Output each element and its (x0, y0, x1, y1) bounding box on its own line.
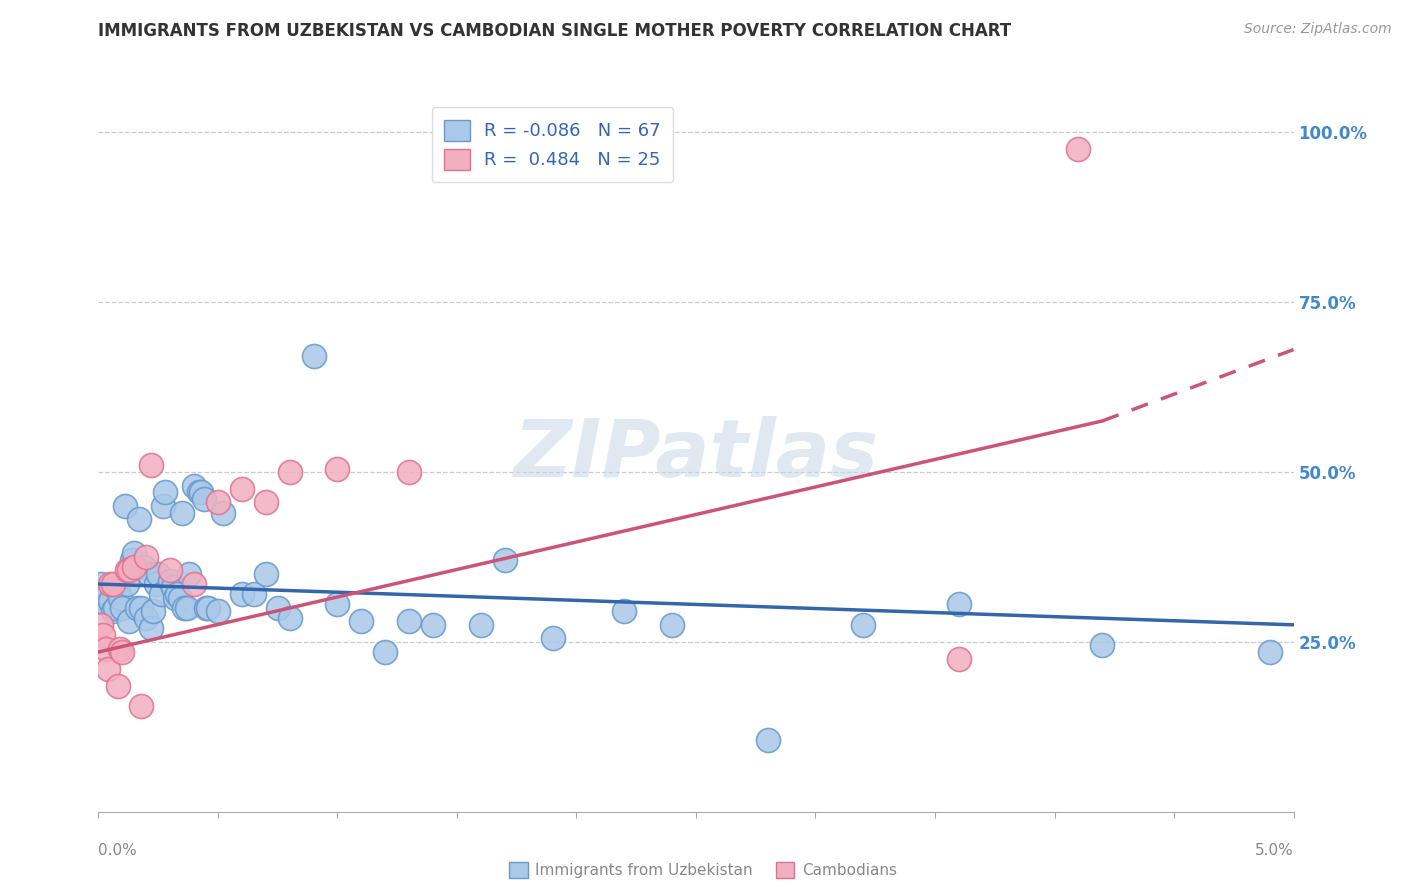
Point (1067, 142, 1090, 156)
Point (132, 560, 155, 574)
Point (100, 594, 122, 608)
Point (121, 553, 143, 567)
Point (135, 549, 157, 564)
Point (422, 617, 444, 632)
Point (169, 591, 191, 605)
Point (131, 699, 153, 714)
Point (494, 553, 516, 567)
Point (124, 560, 146, 574)
Point (231, 482, 253, 496)
Point (326, 598, 349, 612)
Point (142, 604, 165, 618)
Point (172, 506, 194, 520)
Point (948, 652, 970, 666)
Point (187, 485, 209, 500)
Point (114, 499, 136, 513)
Point (470, 617, 492, 632)
Point (155, 485, 177, 500)
Text: 0.0%: 0.0% (98, 843, 138, 858)
Point (101, 577, 124, 591)
Point (107, 583, 129, 598)
Point (211, 506, 233, 520)
Point (398, 465, 420, 479)
Point (108, 641, 131, 656)
Point (149, 587, 172, 601)
Point (91, 591, 114, 605)
Y-axis label: Single Mother Poverty: Single Mother Poverty (0, 370, 7, 540)
Text: Source: ZipAtlas.com: Source: ZipAtlas.com (1244, 22, 1392, 37)
Point (159, 564, 181, 578)
Point (852, 617, 875, 632)
Point (115, 564, 138, 578)
Point (90, 577, 112, 591)
Point (118, 564, 141, 578)
Point (302, 350, 325, 364)
Point (197, 600, 219, 615)
Legend: R = -0.086   N = 67, R =  0.484   N = 25: R = -0.086 N = 67, R = 0.484 N = 25 (432, 107, 673, 182)
Point (115, 577, 138, 591)
Point (135, 611, 157, 625)
Point (278, 465, 301, 479)
Point (97, 587, 120, 601)
Point (148, 566, 170, 581)
Point (111, 600, 134, 615)
Point (166, 587, 188, 601)
Point (179, 566, 201, 581)
Point (183, 478, 205, 492)
Text: IMMIGRANTS FROM UZBEKISTAN VS CAMBODIAN SINGLE MOTHER POVERTY CORRELATION CHART: IMMIGRANTS FROM UZBEKISTAN VS CAMBODIAN … (98, 22, 1011, 40)
Point (756, 733, 779, 747)
Point (254, 495, 277, 509)
Point (90, 617, 112, 632)
Point (176, 600, 198, 615)
Point (128, 512, 150, 526)
Text: ZIPatlas: ZIPatlas (513, 416, 879, 494)
Point (101, 604, 124, 618)
Point (193, 492, 215, 507)
Point (163, 591, 186, 605)
Point (173, 600, 195, 615)
Point (145, 577, 167, 591)
Point (231, 587, 253, 601)
Point (350, 615, 373, 629)
Point (243, 587, 266, 601)
Point (159, 574, 181, 588)
Point (94, 598, 117, 612)
Point (139, 621, 162, 635)
Point (100, 577, 122, 591)
Legend: Immigrants from Uzbekistan, Cambodians: Immigrants from Uzbekistan, Cambodians (503, 856, 903, 884)
Point (254, 566, 277, 581)
Point (207, 495, 229, 509)
Point (541, 632, 564, 646)
Text: 5.0%: 5.0% (1254, 843, 1294, 858)
Point (183, 577, 205, 591)
Point (278, 611, 301, 625)
Point (107, 679, 129, 693)
Point (207, 604, 229, 618)
Point (111, 645, 134, 659)
Point (326, 461, 349, 475)
Point (131, 600, 153, 615)
Point (267, 600, 290, 615)
Point (125, 600, 148, 615)
Point (91, 628, 114, 642)
Point (94, 641, 117, 656)
Point (1091, 638, 1114, 652)
Point (661, 617, 683, 632)
Point (195, 600, 218, 615)
Point (613, 604, 636, 618)
Point (104, 600, 127, 615)
Point (948, 598, 970, 612)
Point (97, 662, 120, 676)
Point (138, 566, 160, 581)
Point (162, 581, 184, 595)
Point (124, 546, 146, 560)
Point (1258, 645, 1281, 659)
Point (118, 615, 141, 629)
Point (108, 591, 131, 605)
Point (398, 615, 420, 629)
Point (374, 645, 396, 659)
Point (139, 458, 162, 472)
Point (152, 499, 174, 513)
Point (190, 485, 212, 500)
